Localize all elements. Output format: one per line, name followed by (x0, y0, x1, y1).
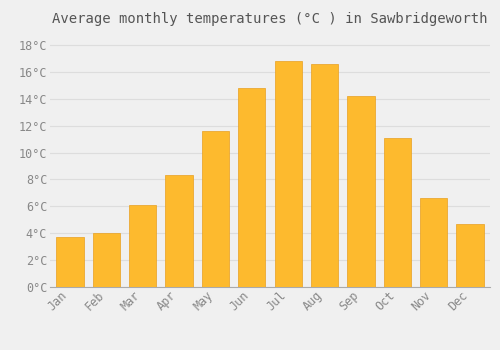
Bar (384, 138, 411, 287)
Title: Average monthly temperatures (°C ) in Sawbridgeworth: Average monthly temperatures (°C ) in Sa… (52, 12, 488, 26)
Bar (166, 175, 192, 287)
Bar (238, 88, 266, 287)
Bar (56, 237, 84, 287)
Bar (348, 96, 374, 287)
Bar (92, 233, 120, 287)
Bar (420, 198, 448, 287)
Bar (274, 61, 302, 287)
Bar (311, 64, 338, 287)
Bar (456, 224, 483, 287)
Bar (129, 205, 156, 287)
Bar (202, 131, 229, 287)
